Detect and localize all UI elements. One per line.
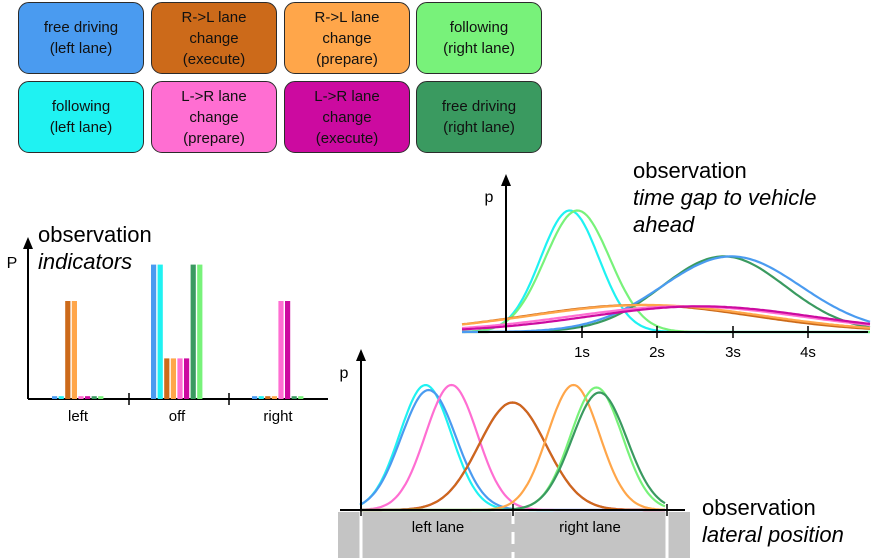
time-gap-title-text: observation xyxy=(633,158,747,183)
indicator-bar xyxy=(58,396,64,399)
lateral-subtitle: lateral position xyxy=(702,522,844,547)
indicator-bar xyxy=(177,358,183,399)
legend-box: L->R lane change (execute) xyxy=(284,81,410,153)
lateral-curve xyxy=(360,386,666,512)
indicator-bar xyxy=(252,396,258,399)
time-gap-tick-label: 2s xyxy=(649,344,665,361)
lateral-curve xyxy=(360,391,666,512)
lateral-curve xyxy=(359,384,665,512)
lateral-curve xyxy=(360,401,665,512)
indicator-bar xyxy=(285,301,291,399)
indicator-bar xyxy=(170,358,176,399)
indicator-bar xyxy=(151,264,157,399)
time-gap-curve xyxy=(462,255,871,334)
legend-box: R->L lane change (prepare) xyxy=(284,2,410,74)
time-gap-curve xyxy=(461,209,870,334)
indicator-bar xyxy=(98,396,104,399)
legend-box: free driving (right lane) xyxy=(416,81,542,153)
lateral-curve xyxy=(359,383,665,512)
time-gap-y-label: p xyxy=(485,189,494,206)
lateral-tick-label: right lane xyxy=(559,519,621,536)
time-gap-curve xyxy=(461,305,871,331)
legend-box: following (left lane) xyxy=(18,81,144,153)
time-gap-title: observation time gap to vehicle ahead xyxy=(633,157,816,238)
indicators-subtitle: indicators xyxy=(38,249,133,274)
lateral-y-axis-head xyxy=(356,349,366,361)
lateral-title-text: observation xyxy=(702,495,816,520)
legend-box: following (right lane) xyxy=(416,2,542,74)
indicator-bar xyxy=(65,301,71,399)
lateral-y-label: p xyxy=(340,365,349,382)
lateral-curve xyxy=(360,383,666,512)
lateral-curve xyxy=(359,388,665,512)
indicator-bar xyxy=(278,301,284,399)
legend-box: R->L lane change (execute) xyxy=(151,2,277,74)
time-gap-curve xyxy=(462,255,871,334)
indicator-bar xyxy=(157,264,163,399)
indicator-bar xyxy=(197,264,203,399)
indicator-bar xyxy=(52,396,58,399)
time-gap-curve xyxy=(461,209,870,334)
legend-box: free driving (left lane) xyxy=(18,2,144,74)
time-gap-tick-label: 4s xyxy=(800,344,816,361)
indicator-bar xyxy=(265,396,271,399)
indicator-bar xyxy=(184,358,190,399)
lateral-tick-label: left lane xyxy=(412,519,465,536)
time-gap-subtitle: time gap to vehicle ahead xyxy=(633,185,817,237)
indicator-bar xyxy=(85,396,91,399)
indicators-category-label: left xyxy=(68,408,89,425)
indicator-bar xyxy=(71,301,77,399)
indicators-category-label: right xyxy=(263,408,293,425)
time-gap-y-axis-head xyxy=(501,174,511,186)
indicator-bar xyxy=(271,396,277,399)
indicator-bar xyxy=(298,396,304,399)
time-gap-tick-label: 1s xyxy=(574,344,590,361)
time-gap-curve xyxy=(461,303,871,329)
indicator-bar xyxy=(291,396,297,399)
indicators-y-axis-head xyxy=(23,237,33,249)
time-gap-tick-label: 3s xyxy=(725,344,741,361)
indicators-category-label: off xyxy=(169,408,186,425)
indicators-y-label: P xyxy=(7,255,18,272)
legend-box: L->R lane change (prepare) xyxy=(151,81,277,153)
indicators-title: observation indicators xyxy=(38,221,152,275)
indicator-bar xyxy=(164,358,170,399)
indicator-bar xyxy=(190,264,196,399)
indicator-bar xyxy=(258,396,264,399)
indicator-bar xyxy=(78,396,84,399)
lateral-title: observation lateral position xyxy=(702,494,844,548)
indicators-title-text: observation xyxy=(38,222,152,247)
indicator-bar xyxy=(91,396,97,399)
